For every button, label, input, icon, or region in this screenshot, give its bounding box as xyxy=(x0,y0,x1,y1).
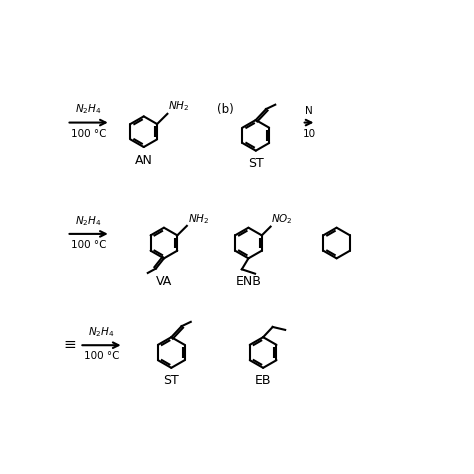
Text: $NH_2$: $NH_2$ xyxy=(188,212,209,226)
Text: ENB: ENB xyxy=(236,275,261,288)
Text: AN: AN xyxy=(135,154,153,166)
Text: VA: VA xyxy=(156,275,172,288)
Text: ST: ST xyxy=(248,157,264,170)
Text: EB: EB xyxy=(255,374,272,387)
Text: 100 °C: 100 °C xyxy=(71,129,106,139)
Text: $\equiv$: $\equiv$ xyxy=(61,336,77,351)
Text: N: N xyxy=(305,106,313,117)
Text: (b): (b) xyxy=(217,103,234,116)
Text: 100 °C: 100 °C xyxy=(84,351,119,361)
Text: $N_2H_4$: $N_2H_4$ xyxy=(88,325,115,339)
Text: 10: 10 xyxy=(302,129,316,139)
Text: $NH_2$: $NH_2$ xyxy=(168,100,190,113)
Text: $N_2H_4$: $N_2H_4$ xyxy=(75,214,102,228)
Text: ST: ST xyxy=(164,374,179,387)
Text: $NO_2$: $NO_2$ xyxy=(271,212,293,226)
Text: 100 °C: 100 °C xyxy=(71,240,106,250)
Text: $N_2H_4$: $N_2H_4$ xyxy=(75,102,102,117)
